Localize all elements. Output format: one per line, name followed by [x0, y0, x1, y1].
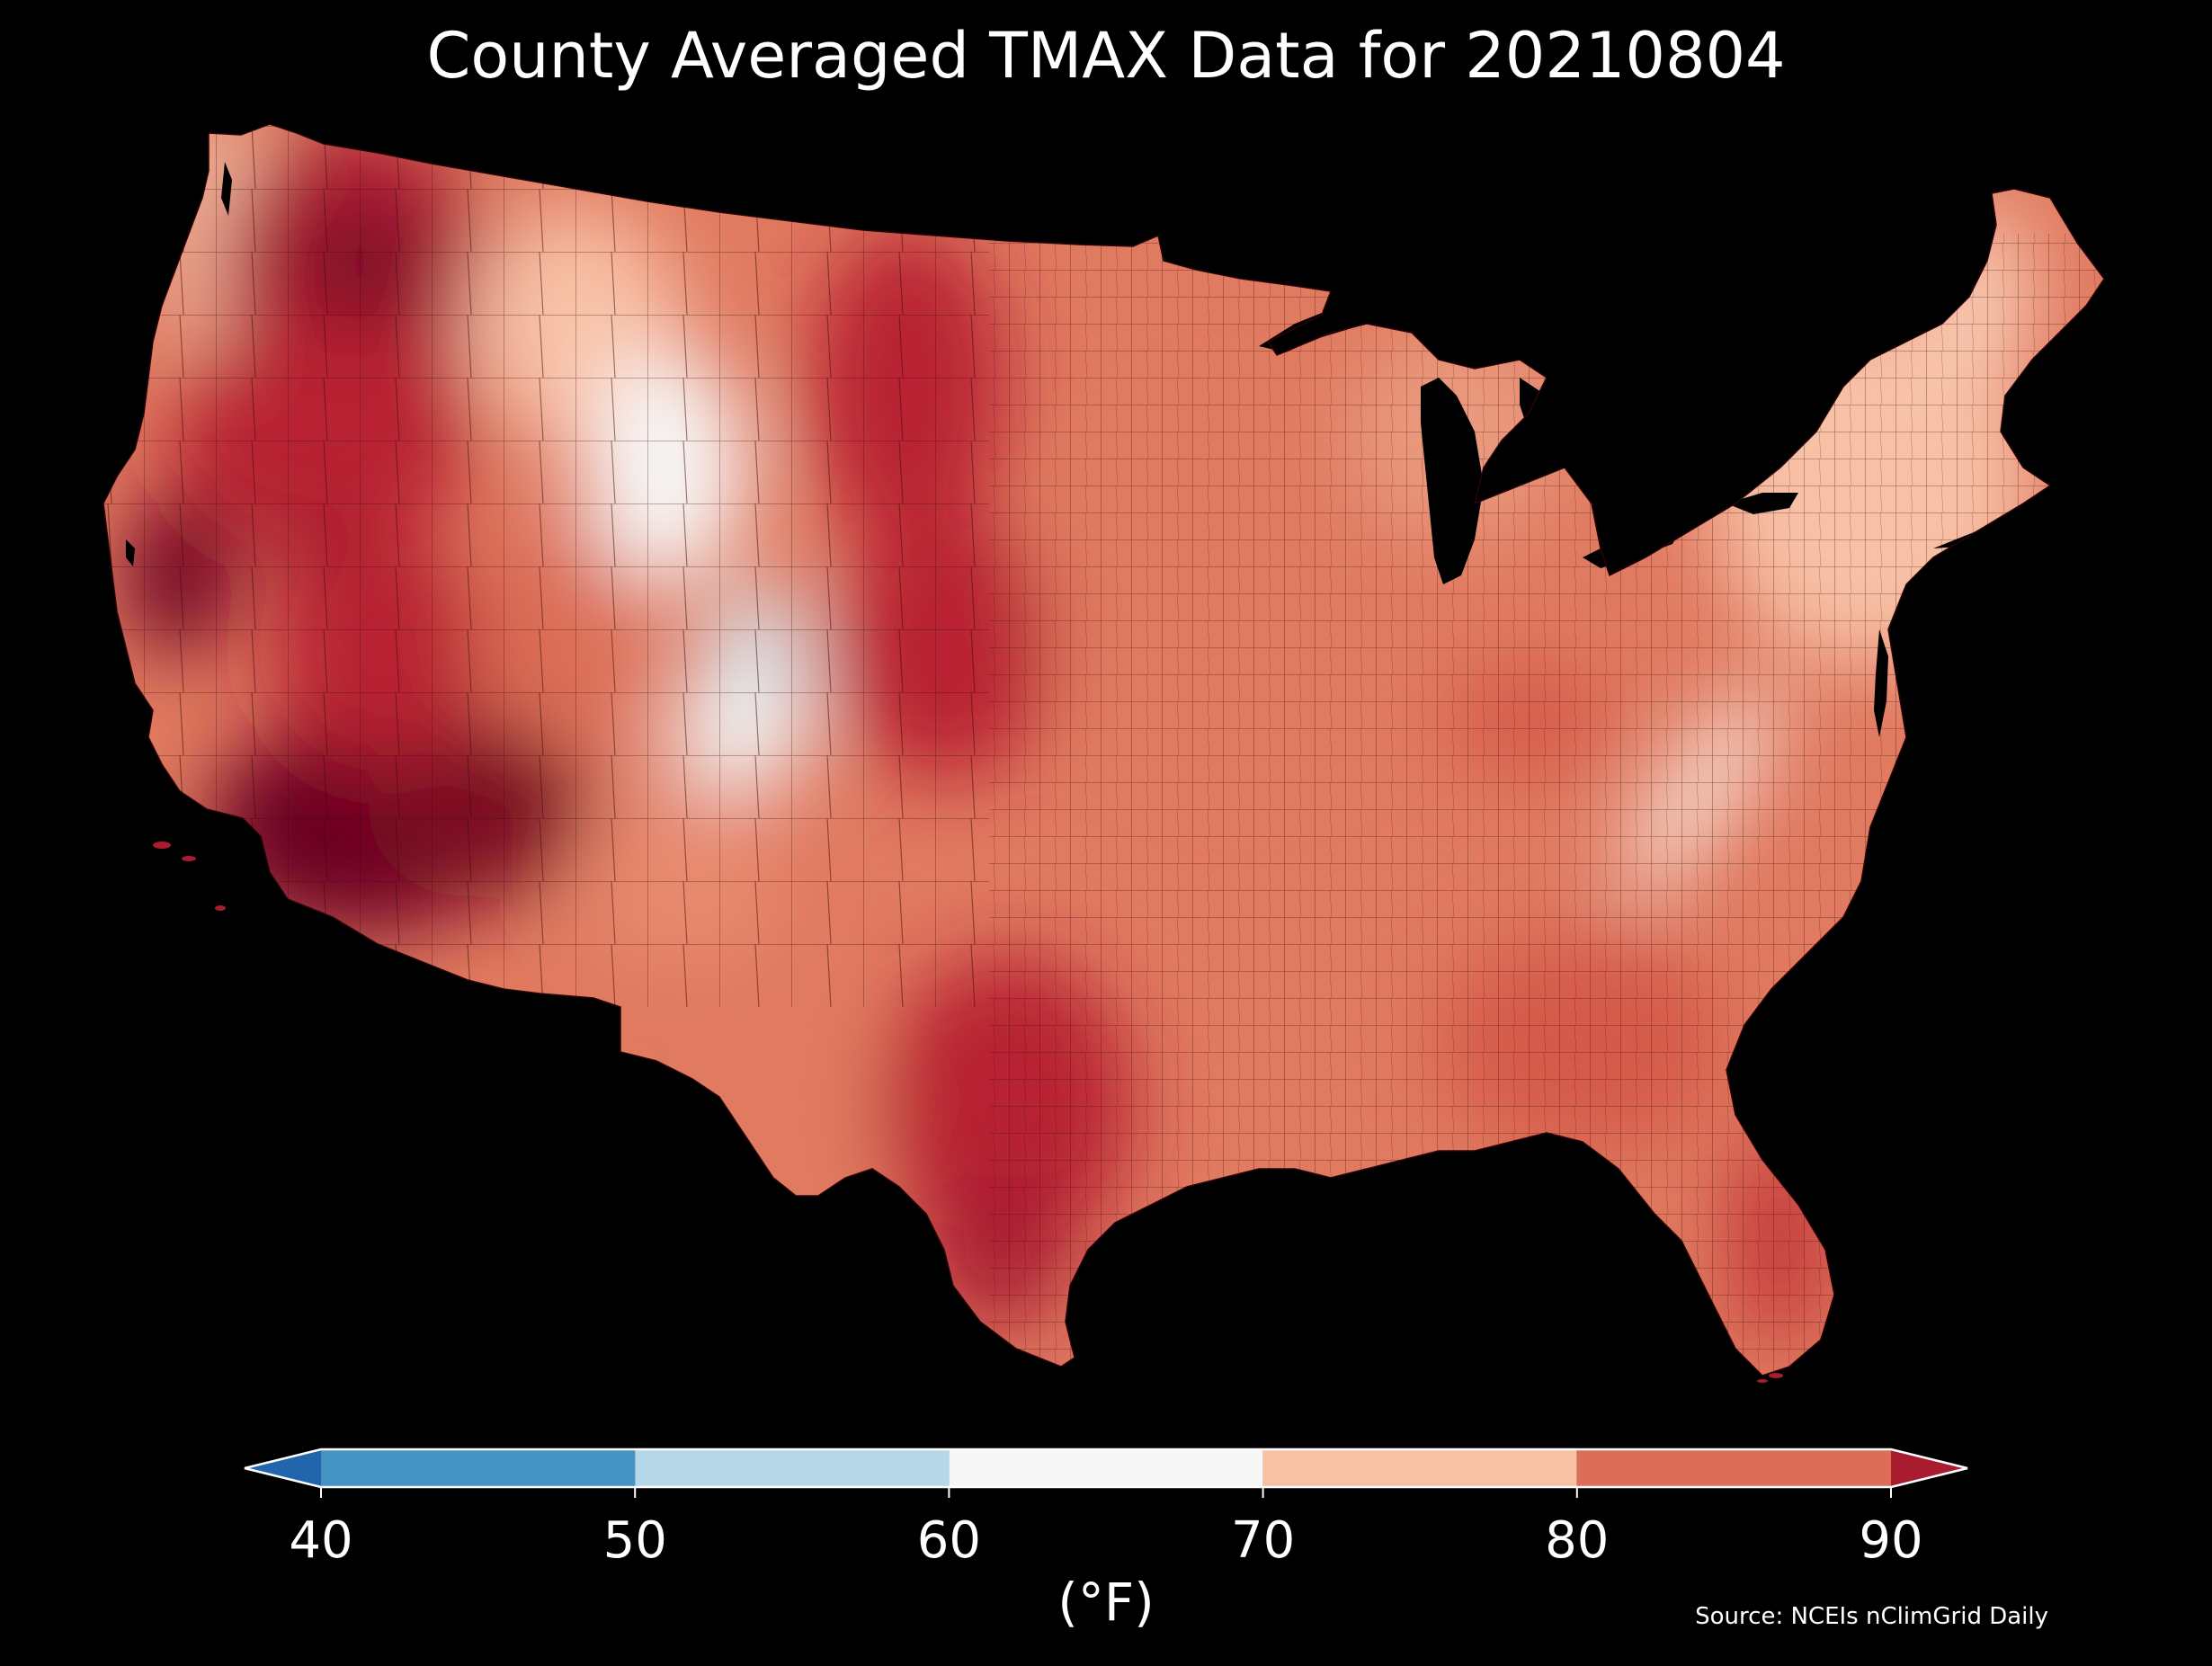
colorbar-tick-label: 40 [289, 1511, 352, 1570]
colorbar-unit-label: (°F) [1057, 1572, 1155, 1633]
colorbar-tick-label: 90 [1859, 1511, 1922, 1570]
colorbar-tick-label: 60 [917, 1511, 981, 1570]
colorbar-bin [635, 1449, 950, 1487]
colorbar-bin [1262, 1449, 1577, 1487]
islands [153, 842, 1783, 1383]
colorbar-tick-label: 70 [1231, 1511, 1295, 1570]
colorbar-tick-label: 80 [1545, 1511, 1609, 1570]
map-title: County Averaged TMAX Data for 20210804 [426, 19, 1786, 93]
colorbar-bin [321, 1449, 636, 1487]
colorbar-bin [245, 1449, 321, 1487]
colorbar-bin [1891, 1449, 1967, 1487]
colorbar-bin [949, 1449, 1263, 1487]
colorbar-bin [1576, 1449, 1891, 1487]
colorbar-tick-label: 50 [603, 1511, 667, 1570]
source-note: Source: NCEIs nClimGrid Daily [1695, 1603, 2048, 1630]
